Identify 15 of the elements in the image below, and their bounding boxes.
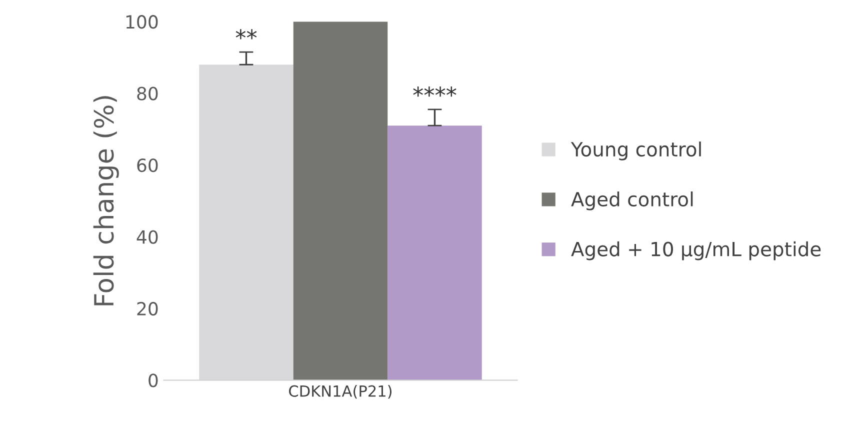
legend-label: Young control — [570, 142, 701, 160]
bar — [388, 126, 482, 380]
bar — [293, 22, 388, 380]
legend-label: Aged control — [571, 191, 693, 210]
x-tick-label: CDKN1A(P21) — [289, 385, 392, 399]
legend-label: Aged + 10 µg/mL peptide — [571, 241, 821, 260]
y-tick-label: 0 — [148, 374, 158, 388]
y-tick-label: 40 — [136, 230, 158, 244]
y-axis-title: Fold change (%) — [93, 96, 119, 306]
annotation: ** — [236, 29, 257, 40]
y-tick-label: 80 — [137, 86, 158, 100]
y-tick-label: 100 — [126, 15, 158, 29]
y-tick-label: 60 — [137, 158, 158, 172]
annotation: **** — [413, 86, 456, 97]
y-tick-label: 20 — [137, 302, 158, 316]
